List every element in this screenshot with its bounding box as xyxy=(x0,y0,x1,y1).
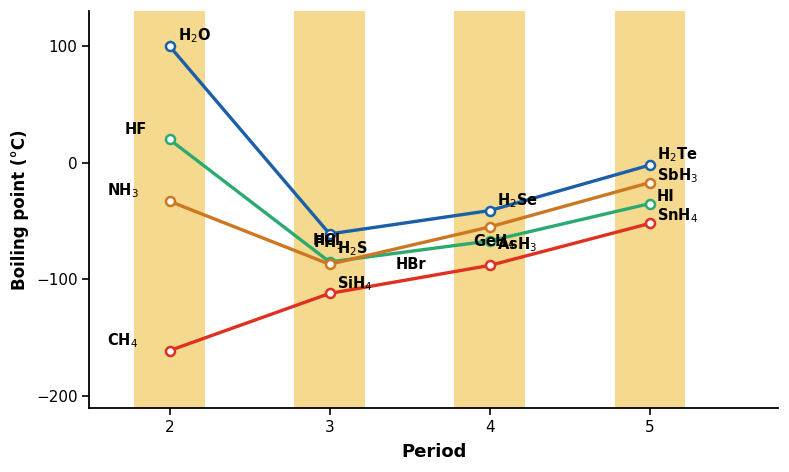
Text: SiH$_4$: SiH$_4$ xyxy=(337,274,372,293)
Text: NH$_3$: NH$_3$ xyxy=(107,182,139,201)
Text: HF: HF xyxy=(125,122,148,137)
Bar xyxy=(294,11,365,408)
Text: CH$_4$: CH$_4$ xyxy=(107,331,138,350)
Text: SnH$_4$: SnH$_4$ xyxy=(656,207,698,225)
Text: HCl: HCl xyxy=(313,233,341,248)
Text: HI: HI xyxy=(656,189,675,204)
Y-axis label: Boiling point (°C): Boiling point (°C) xyxy=(11,129,29,290)
Bar xyxy=(454,11,525,408)
Text: H$_2$O: H$_2$O xyxy=(178,26,211,45)
Text: H$_2$Se: H$_2$Se xyxy=(496,191,538,210)
Text: AsH$_3$: AsH$_3$ xyxy=(496,235,537,254)
Text: H$_2$S: H$_2$S xyxy=(337,239,368,258)
Text: SbH$_3$: SbH$_3$ xyxy=(656,166,697,185)
Bar xyxy=(134,11,205,408)
Text: PH$_3$: PH$_3$ xyxy=(313,234,344,253)
Text: H$_2$Te: H$_2$Te xyxy=(656,145,697,164)
X-axis label: Period: Period xyxy=(401,443,466,461)
Text: HBr: HBr xyxy=(396,257,426,272)
Bar xyxy=(615,11,685,408)
Text: GeH$_4$: GeH$_4$ xyxy=(473,232,515,251)
